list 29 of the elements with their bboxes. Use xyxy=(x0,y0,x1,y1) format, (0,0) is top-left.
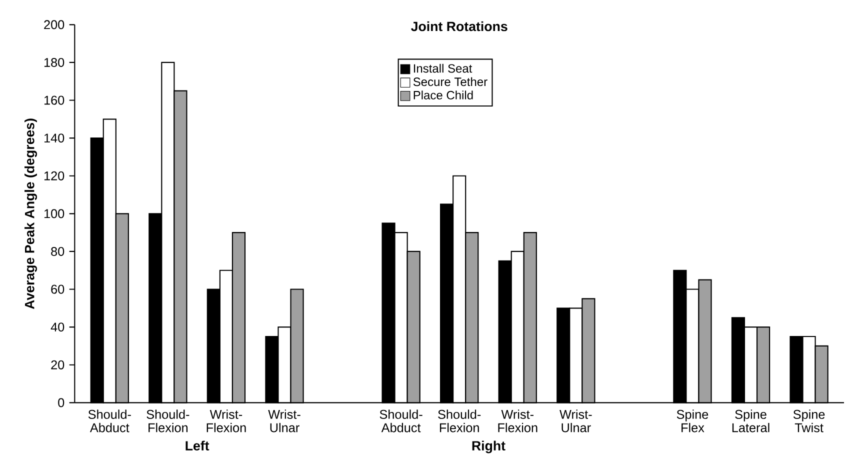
text: Left xyxy=(186,440,210,450)
chart-title: Joint Rotations xyxy=(411,21,508,32)
text: Right xyxy=(472,440,506,454)
legend-label: Place Child xyxy=(414,90,473,100)
x-tick-label: Should- Abduct xyxy=(88,410,131,432)
y-tick-label: 100 xyxy=(44,209,64,218)
x-tick-label: Should- Flexion xyxy=(438,410,481,432)
y-tick-label: 80 xyxy=(51,246,64,256)
y-tick-label: 40 xyxy=(50,322,64,332)
x-tick-label: Should- Abduct xyxy=(380,410,422,432)
y-tick-label: 60 xyxy=(51,284,64,294)
y-tick-label: 180 xyxy=(44,58,64,67)
y-tick-label: 200 xyxy=(44,20,64,30)
legend-label: Secure Tether xyxy=(413,77,488,86)
x-tick-label: Wrist- Ulnar xyxy=(268,410,300,432)
legend-label: Install Seat xyxy=(414,64,472,73)
y-tick-label: 0 xyxy=(58,398,64,408)
y-tick-label: 160 xyxy=(44,96,64,105)
x-tick-label: Spine Twist xyxy=(793,410,825,432)
y-axis-title: Average Peak Angle (degrees) xyxy=(24,118,38,310)
x-tick-label: Spine Flex xyxy=(676,410,708,432)
y-tick-label: 120 xyxy=(44,171,64,180)
x-tick-label: Should- Flexion xyxy=(146,410,190,432)
x-tick-label: Wrist- Flexion xyxy=(498,410,538,432)
y-tick-label: 140 xyxy=(44,134,64,143)
y-tick-label: 20 xyxy=(51,360,64,370)
x-tick-label: Wrist- Ulnar xyxy=(560,410,592,432)
x-tick-label: Spine Lateral xyxy=(732,410,770,432)
x-tick-label: Wrist- Flexion xyxy=(206,410,246,432)
